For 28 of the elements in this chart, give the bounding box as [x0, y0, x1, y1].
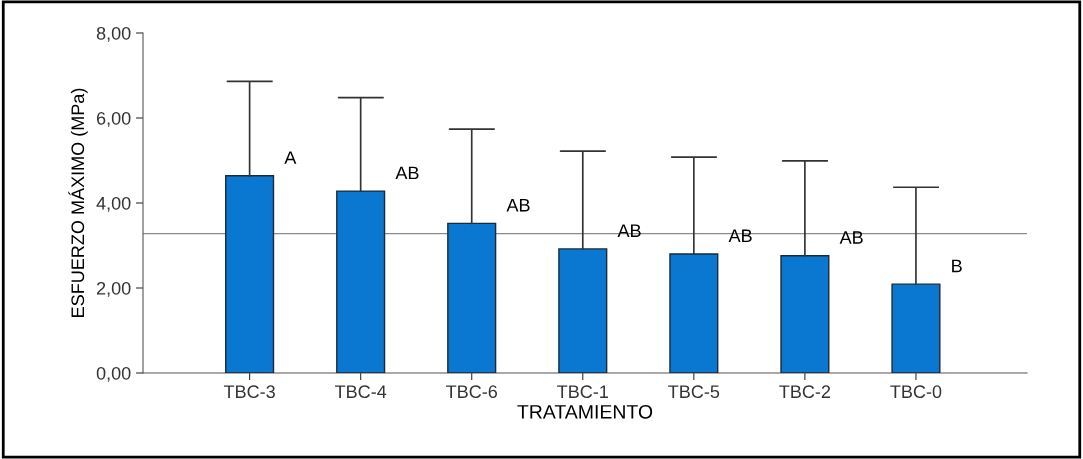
x-tick-label: TBC-2: [779, 385, 831, 399]
x-tick-label: TBC-3: [223, 385, 275, 399]
x-tick-label: TBC-5: [668, 385, 720, 399]
x-tick-label: TBC-6: [446, 385, 498, 399]
bar: [669, 253, 719, 373]
bar: [447, 222, 497, 373]
bar: [780, 255, 830, 373]
x-tick-label: TBC-4: [334, 385, 387, 399]
annotation: AB: [728, 229, 752, 242]
bar: [336, 190, 386, 373]
bar: [225, 175, 275, 373]
x-tick-label: TBC-0: [890, 385, 942, 399]
x-axis-title: TRATAMIENTO: [517, 404, 653, 419]
annotation: B: [952, 259, 962, 273]
annotation: AB: [395, 166, 419, 180]
bar: [891, 283, 941, 373]
annotation: AB: [839, 231, 863, 244]
y-tick-label: 6,00: [96, 111, 131, 127]
y-tick-label: 8,00: [96, 26, 131, 42]
annotation: AB: [617, 224, 641, 237]
y-tick-label: 2,00: [96, 281, 131, 297]
annotation: AB: [506, 198, 530, 212]
annotation: A: [284, 151, 297, 164]
x-tick-label: TBC-1: [557, 385, 608, 399]
bar: [558, 248, 608, 373]
y-tick-label: 4,00: [96, 196, 131, 212]
y-axis-title: ESFUERZO MÁXIMO (MPa): [68, 88, 88, 317]
y-tick-label: 0,00: [96, 366, 131, 382]
